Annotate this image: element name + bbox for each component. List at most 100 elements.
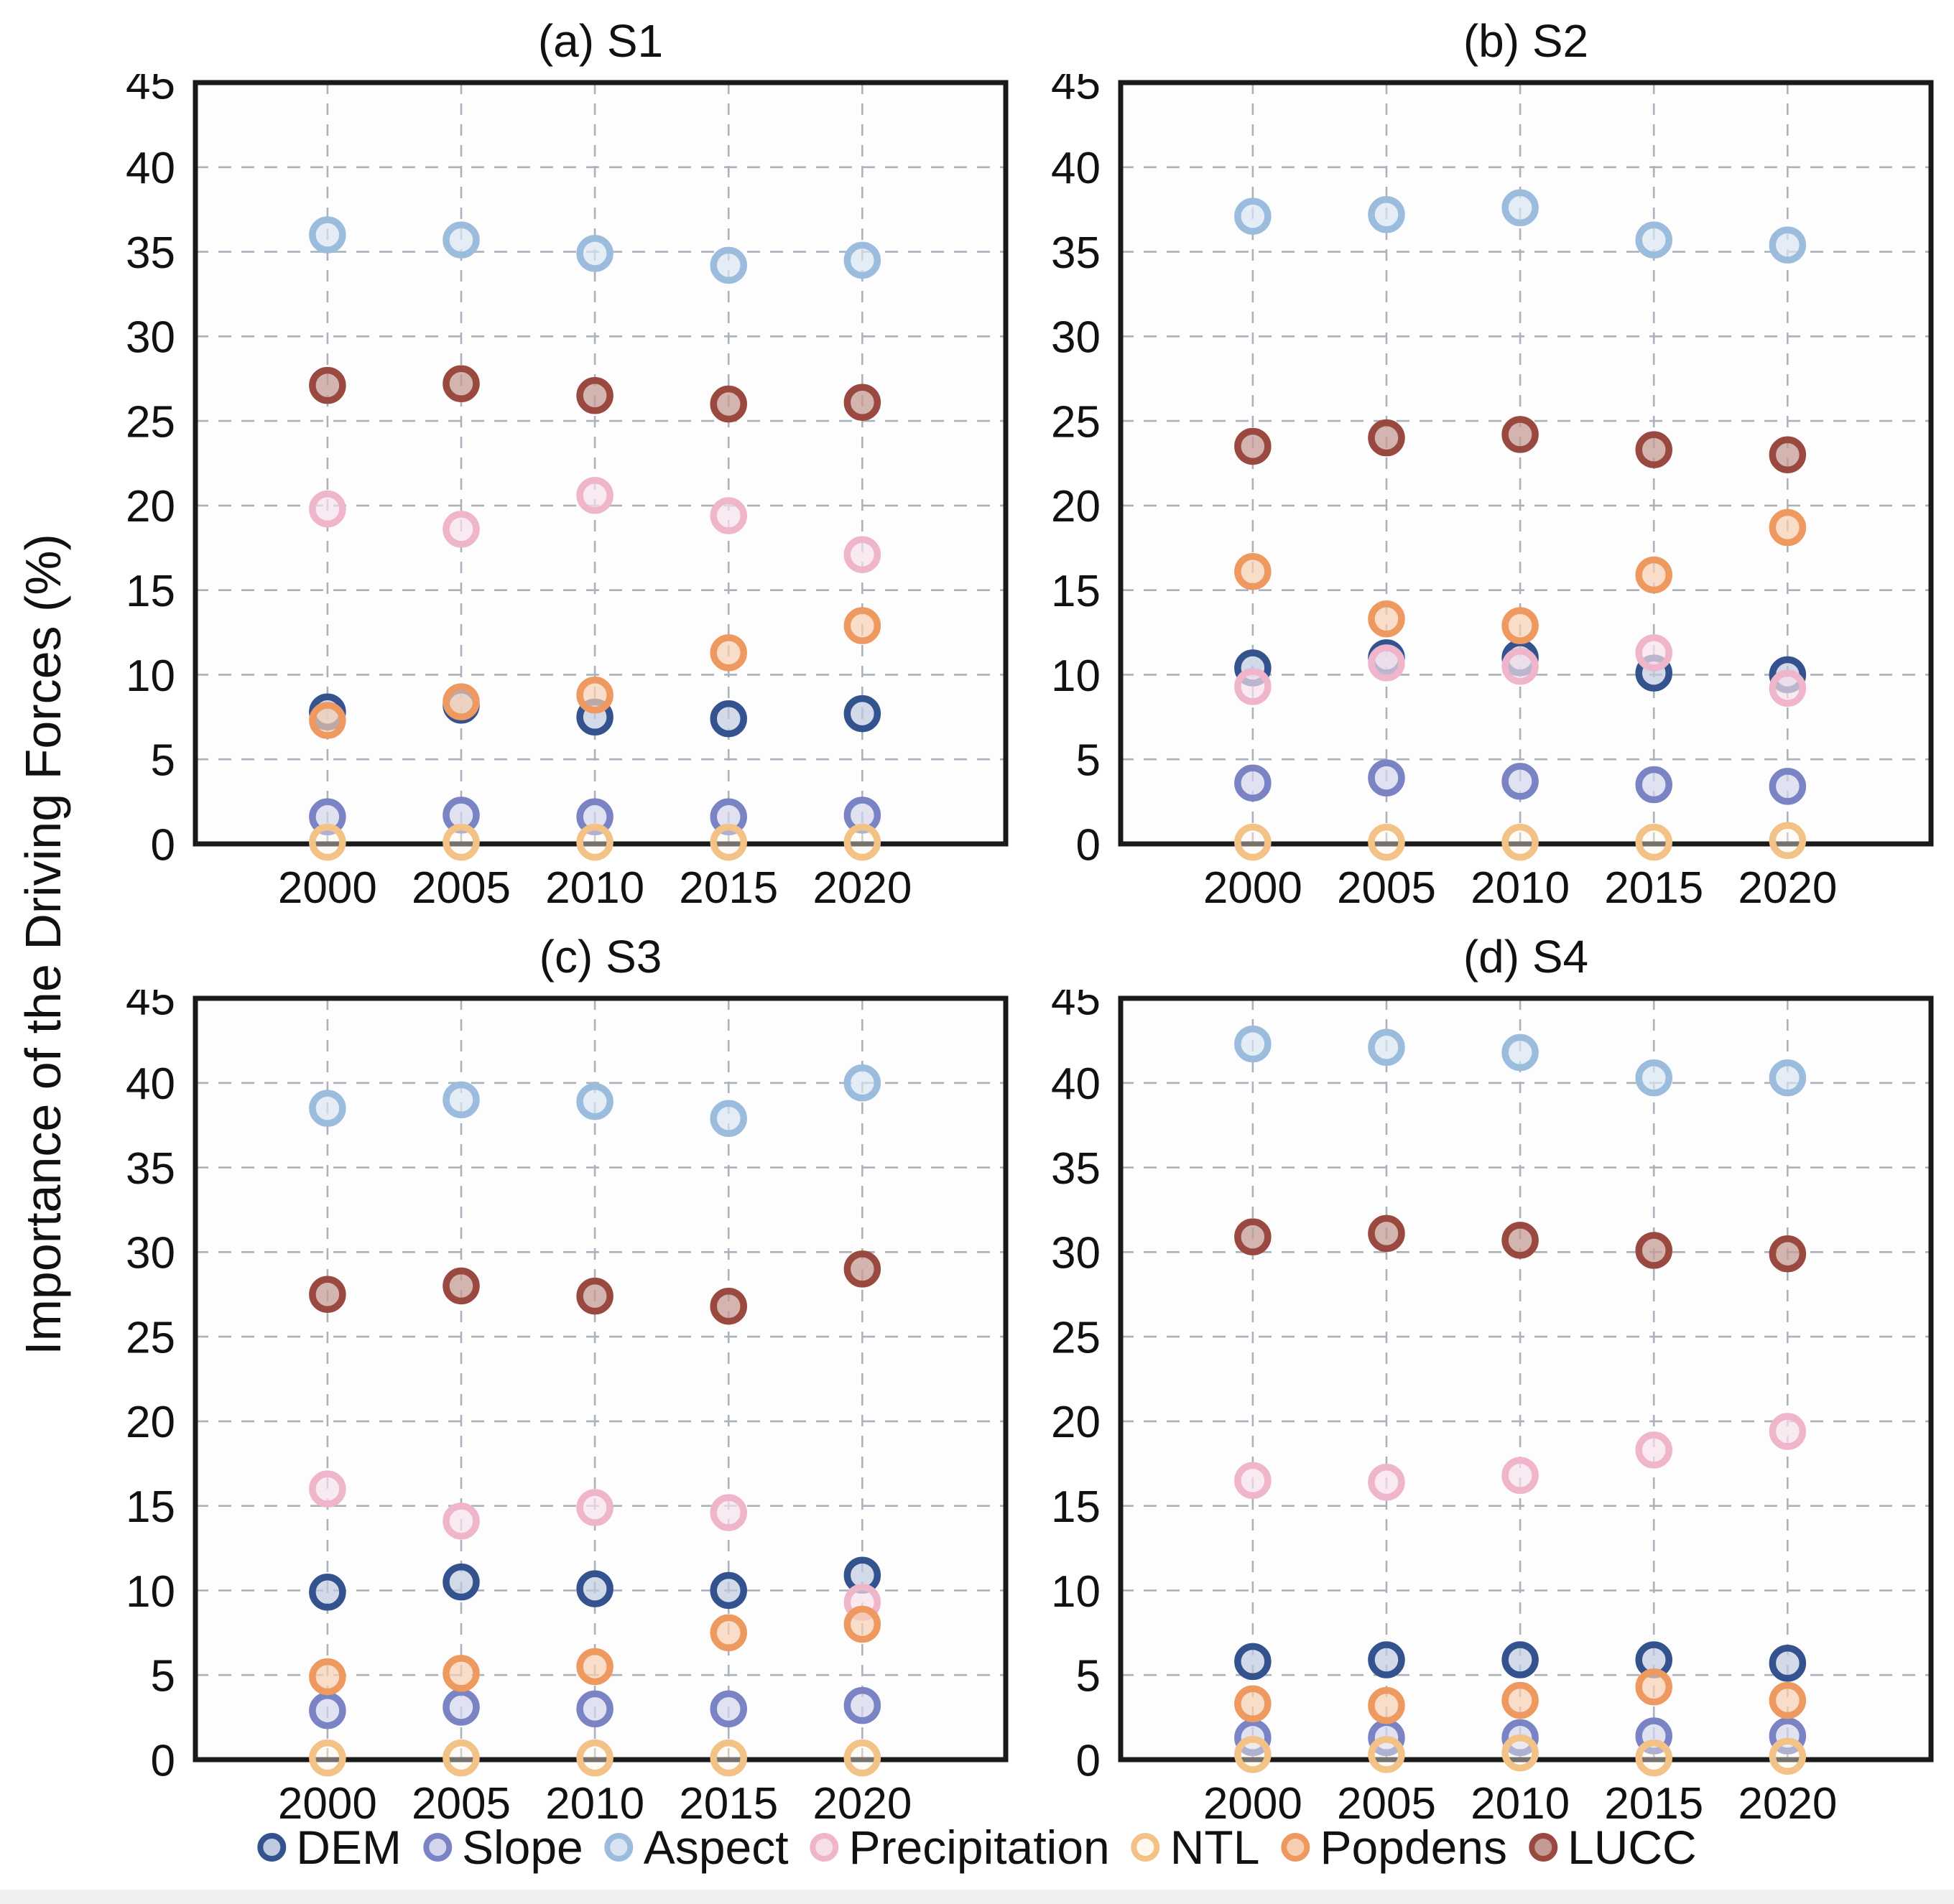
point-precipitation: [1769, 1413, 1807, 1450]
point-ntl: [576, 1739, 613, 1777]
panel-title-s2: (b) S2: [1463, 15, 1589, 67]
x-tick-label: 2020: [812, 863, 912, 913]
point-dem: [1501, 1641, 1539, 1678]
point-precipitation: [1368, 1463, 1405, 1501]
point-popdens: [1368, 600, 1405, 638]
point-dem: [576, 1570, 613, 1607]
x-tick-label: 2020: [1738, 863, 1837, 913]
legend-item-popdens: Popdens: [1281, 1820, 1507, 1875]
y-tick-label: 25: [126, 1313, 175, 1362]
x-tick-label: 2005: [412, 1779, 511, 1829]
point-ntl: [1501, 823, 1539, 861]
point-popdens: [843, 607, 881, 644]
point-dem: [710, 700, 747, 738]
chart-s3: 0 5 10 15 20 25 30 35 40 45 2000 2005 2010 2015 2020: [126, 975, 1009, 1829]
legend-item-aspect: Aspect: [604, 1820, 789, 1875]
x-tick-label: 2010: [1471, 863, 1570, 913]
point-ntl: [1234, 823, 1272, 861]
y-tick-label: 0: [151, 1736, 175, 1785]
point-precipitation: [843, 536, 881, 573]
y-tick-label: 25: [1051, 1313, 1101, 1362]
y-tick-label: 5: [151, 1652, 175, 1701]
panel-s2: (b) S2 0 5 10 15 20 25 30 35 40 45 2000 2005 2010 201…: [1013, 13, 1940, 928]
point-popdens: [1234, 553, 1272, 590]
x-tick-label: 2000: [278, 1779, 377, 1829]
point-aspect: [1234, 1025, 1272, 1063]
point-precipitation: [309, 1470, 346, 1508]
point-lucc: [710, 1287, 747, 1325]
point-precipitation: [1234, 1462, 1272, 1500]
plot-area: [1121, 998, 1931, 1760]
point-precipitation: [1501, 647, 1539, 685]
point-dem: [843, 695, 881, 733]
chart-s1: 0 5 10 15 20 25 30 35 40 45 2000 2005 2010 2015 2020: [126, 59, 1009, 913]
y-tick-label: 15: [126, 1482, 175, 1532]
point-dem: [443, 1563, 480, 1601]
legend-label-slope: Slope: [461, 1821, 583, 1874]
y-tick-label: 30: [126, 313, 175, 363]
y-tick-label: 35: [126, 228, 175, 278]
y-tick-label: 0: [1076, 820, 1101, 870]
y-axis-label: Importance of the Driving Forces (%): [15, 534, 71, 1355]
y-tick-label: 20: [1051, 482, 1101, 531]
legend: DEM Slope Aspect Precipitation NTL Popdens LUC…: [257, 1820, 1697, 1875]
point-ntl: [443, 823, 480, 861]
point-precipitation: [309, 490, 346, 528]
point-aspect: [710, 1100, 747, 1137]
x-tick-label: 2000: [1203, 1779, 1302, 1829]
point-aspect: [1501, 1034, 1539, 1072]
point-slope: [710, 798, 747, 836]
y-tick-label: 10: [1051, 1567, 1101, 1617]
point-ntl: [443, 1739, 480, 1777]
point-lucc: [576, 1277, 613, 1315]
legend-item-ntl: NTL: [1131, 1820, 1259, 1875]
point-lucc: [1635, 431, 1672, 468]
x-tick-label: 2005: [1337, 863, 1436, 913]
point-aspect: [843, 1064, 881, 1102]
y-tick-label: 35: [126, 1144, 175, 1194]
point-dem: [1769, 1644, 1807, 1682]
point-precipitation: [576, 1489, 613, 1526]
point-ntl: [1501, 1734, 1539, 1772]
point-slope: [1769, 768, 1807, 805]
chart-s2: 0 5 10 15 20 25 30 35 40 45 2000 2005 2010 2015 2020: [1051, 59, 1934, 913]
point-aspect: [1635, 221, 1672, 259]
point-slope: [309, 798, 346, 836]
point-ntl: [1234, 1736, 1272, 1773]
point-lucc: [1368, 419, 1405, 457]
point-lucc: [1501, 416, 1539, 453]
legend-marker-slope-icon: [422, 1833, 452, 1862]
point-ntl: [710, 1739, 747, 1777]
panel-title-s3: (c) S3: [539, 931, 662, 983]
x-tick-label: 2010: [545, 863, 644, 913]
legend-item-dem: DEM: [257, 1820, 402, 1875]
y-tick-label: 5: [1076, 736, 1101, 786]
point-aspect: [1368, 195, 1405, 233]
point-ntl: [576, 823, 613, 861]
point-lucc: [576, 377, 613, 414]
y-tick-label: 35: [1051, 1144, 1101, 1194]
x-tick-label: 2015: [1604, 863, 1703, 913]
y-tick-label: 40: [1051, 144, 1101, 193]
y-tick-label: 5: [151, 736, 175, 786]
x-tick-label: 2010: [1471, 1779, 1570, 1829]
point-precipitation: [1635, 634, 1672, 672]
point-aspect: [1368, 1028, 1405, 1067]
panel-s4: (d) S4 0 5 10 15 20 25 30 35 40 45 2000 2005 2010 201…: [1013, 929, 1940, 1844]
point-aspect: [1769, 226, 1807, 264]
x-tick-label: 2005: [412, 863, 511, 913]
x-tick-label: 2000: [1203, 863, 1302, 913]
x-tick-label: 2015: [679, 1779, 778, 1829]
point-ntl: [309, 1739, 346, 1777]
point-dem: [710, 1571, 747, 1610]
point-dem: [1234, 1643, 1272, 1681]
point-slope: [843, 1686, 881, 1724]
point-popdens: [1635, 556, 1672, 594]
y-tick-label: 45: [126, 990, 175, 1024]
point-ntl: [1368, 1736, 1405, 1773]
point-lucc: [1635, 1232, 1672, 1269]
legend-item-lucc: LUCC: [1529, 1820, 1697, 1875]
point-popdens: [1769, 508, 1807, 547]
point-aspect: [309, 1090, 346, 1127]
x-tick-label: 2020: [1738, 1779, 1837, 1829]
